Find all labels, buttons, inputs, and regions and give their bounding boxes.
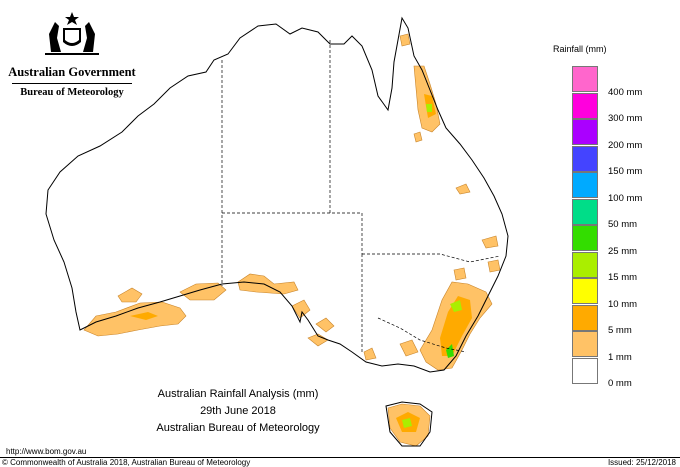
rainfall-area-esperance — [117, 287, 143, 303]
legend-swatch — [572, 251, 598, 278]
rainfall-area-victoria-west — [399, 339, 419, 357]
rainfall-area-southeast-peak — [450, 300, 462, 312]
bureau-name: Bureau of Meteorology — [20, 87, 124, 98]
border-nsw-vic — [377, 317, 467, 353]
government-name: Australian Government — [8, 65, 136, 79]
rainfall-area-nsw-inland — [453, 267, 467, 281]
legend-label: 5 mm — [608, 325, 632, 336]
map-source: Australian Bureau of Meteorology — [156, 422, 320, 434]
rainfall-area-nullarbor — [237, 273, 299, 295]
legend-swatch — [572, 304, 598, 331]
rainfall-area-north-coast-nsw — [481, 235, 499, 249]
branding-divider — [12, 83, 132, 84]
australian-coat-of-arms-icon — [45, 12, 99, 55]
footer-bar — [0, 457, 680, 467]
rainfall-area-fnq-peak — [426, 104, 432, 112]
legend-swatch — [572, 172, 598, 198]
legend-label: 10 mm — [608, 298, 638, 310]
legend-swatch — [572, 92, 598, 119]
legend-swatch — [572, 66, 598, 92]
issued-date: Issued: 25/12/2018 — [607, 458, 676, 467]
map-date: 29th June 2018 — [200, 405, 276, 417]
legend-swatch — [572, 357, 598, 384]
legend-label: 150 mm — [608, 166, 643, 177]
legend-swatch — [572, 198, 598, 225]
legend-label: 100 mm — [608, 192, 643, 204]
rainfall-area-sa-coast — [315, 317, 335, 333]
rainfall-area-southeast-core — [440, 296, 472, 356]
government-branding: Australian Government Bureau of Meteorol… — [8, 8, 136, 98]
legend-swatch — [572, 331, 598, 357]
bom-url[interactable]: http://www.bom.gov.au — [6, 447, 87, 456]
legend-label: 200 mm — [608, 139, 643, 151]
copyright-notice: © Commonwealth of Australia 2018, Austra… — [2, 458, 251, 467]
rainfall-area-southwest-core — [130, 312, 158, 320]
legend-label: 15 mm — [608, 272, 638, 283]
legend-label: 25 mm — [608, 245, 638, 257]
legend-swatch — [572, 278, 598, 304]
legend-label: 0 mm — [608, 378, 632, 389]
rainfall-area-se-qld — [487, 259, 501, 273]
rainfall-area-tasmania-peak — [402, 418, 412, 428]
legend-swatch — [572, 145, 598, 172]
legend-label: 1 mm — [608, 351, 632, 363]
state-borders — [221, 40, 501, 353]
rainfall-area-southwest — [83, 301, 187, 337]
legend-title: Rainfall (mm) — [553, 44, 607, 54]
legend-label: 400 mm — [608, 86, 643, 98]
mainland-coastline — [45, 16, 509, 373]
legend-swatch — [572, 119, 598, 145]
legend-label: 300 mm — [608, 113, 643, 124]
rainfall-area-gippsland-peak — [446, 344, 454, 358]
border-nsw-qld — [362, 253, 501, 263]
legend-swatch — [572, 225, 598, 251]
rainfall-area-eyre — [291, 299, 311, 319]
rainfall-area-cape — [399, 33, 411, 47]
tasmania-coastline — [385, 401, 433, 447]
map-title: Australian Rainfall Analysis (mm) — [157, 388, 319, 400]
rainfall-area-central-qld — [455, 183, 471, 195]
rainfall-areas — [83, 33, 501, 447]
legend-label: 50 mm — [608, 219, 638, 230]
rainfall-area-victoria-mid — [363, 347, 377, 361]
rainfall-area-mackay — [413, 131, 423, 143]
rainfall-area-bight — [179, 282, 227, 301]
